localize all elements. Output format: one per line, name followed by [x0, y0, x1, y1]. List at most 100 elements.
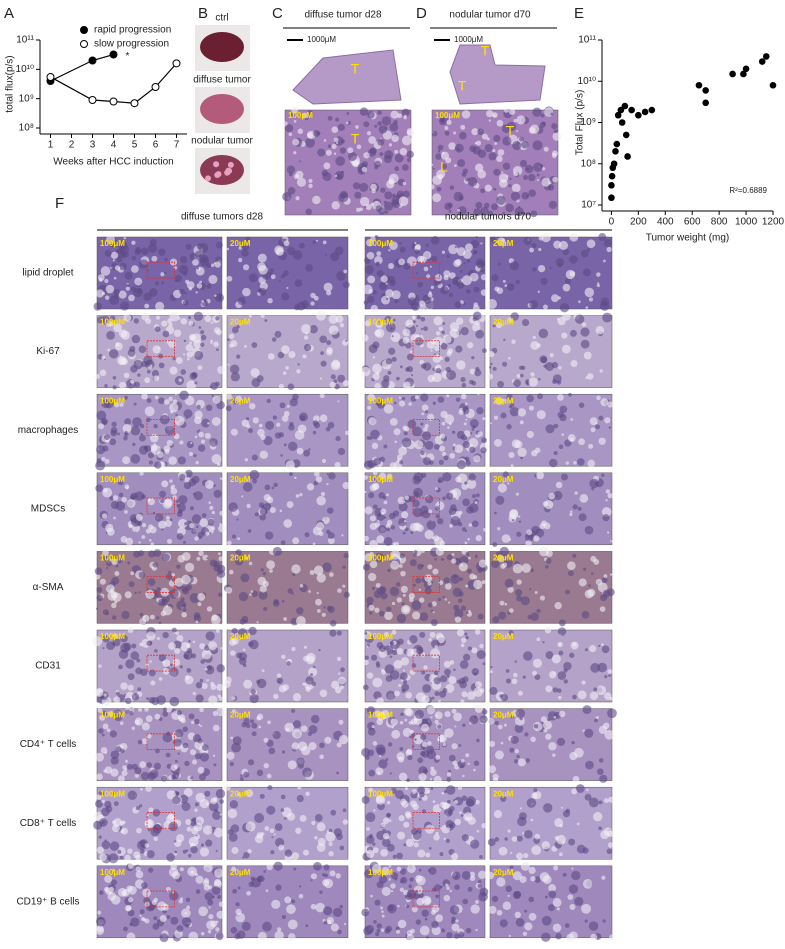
tissue-texture [194, 416, 202, 425]
tissue-texture [474, 501, 478, 505]
tissue-texture [112, 642, 116, 646]
tissue-texture [292, 250, 303, 261]
tissue-texture [532, 670, 538, 676]
tissue-texture [455, 317, 464, 325]
tissue-texture [569, 931, 578, 941]
tissue-texture [283, 270, 289, 277]
tissue-texture [153, 762, 161, 770]
tissue-texture [472, 323, 481, 332]
tissue-texture [267, 353, 275, 360]
tissue-texture [423, 266, 429, 272]
tissue-texture [217, 366, 226, 374]
tissue-texture [316, 843, 326, 852]
tissue-texture [393, 659, 403, 669]
tissue-texture [192, 691, 196, 696]
tissue-texture [307, 110, 313, 117]
tissue-texture [462, 898, 469, 905]
tissue-texture [231, 326, 239, 334]
tissue-texture [110, 315, 116, 321]
tissue-texture [549, 353, 554, 358]
tissue-texture [418, 797, 422, 801]
y-tick-label: 10⁹ [19, 93, 34, 104]
tissue-texture [273, 693, 279, 700]
scale-label: 100μM [368, 239, 393, 248]
tissue-texture [196, 404, 201, 409]
zoom-box [412, 654, 440, 672]
tissue-texture [292, 573, 296, 577]
tissue-texture [127, 848, 133, 854]
tissue-texture [453, 668, 456, 672]
tissue-texture [368, 417, 377, 426]
tissue-texture [194, 808, 198, 812]
tissue-texture [118, 664, 123, 670]
tissue-texture [466, 568, 472, 574]
tissue-texture [574, 491, 578, 495]
tissue-texture [338, 676, 347, 685]
tissue-texture [323, 606, 326, 609]
tissue-texture [398, 772, 408, 782]
tissue-texture [451, 553, 455, 557]
tissue-texture [152, 809, 161, 817]
tissue-texture [256, 769, 264, 777]
tissue-texture [272, 546, 282, 557]
tissue-texture [287, 383, 295, 391]
tissue-texture [451, 558, 457, 564]
x-tick-label: 6 [153, 140, 159, 151]
tissue-texture [148, 460, 153, 465]
tissue-texture [363, 659, 369, 666]
tissue-texture [290, 113, 294, 117]
tissue-texture [158, 677, 163, 681]
tissue-texture [369, 515, 376, 522]
tissue-texture [265, 889, 269, 892]
tissue-texture [96, 607, 99, 610]
tissue-texture [318, 531, 324, 537]
tissue-texture [101, 513, 108, 519]
tissue-texture [521, 192, 530, 200]
tissue-texture [589, 645, 597, 653]
tissue-texture [323, 139, 327, 142]
tissue-texture [427, 413, 435, 421]
tissue-texture [540, 113, 545, 118]
tissue-texture [533, 788, 538, 793]
tissue-texture [480, 447, 487, 454]
tissue-texture [460, 699, 465, 704]
tissue-texture [188, 333, 197, 342]
tissue-texture [511, 439, 521, 449]
tissue-texture [396, 929, 401, 934]
tissue-texture [538, 328, 549, 339]
tissue-texture [155, 301, 165, 311]
tissue-texture [519, 875, 527, 883]
tissue-texture [117, 356, 127, 366]
tissue-texture [428, 460, 434, 465]
tissue-texture [448, 244, 459, 255]
tissue-texture [536, 410, 546, 420]
tissue-texture [185, 923, 190, 928]
tissue-texture [559, 405, 568, 414]
data-point [614, 111, 622, 119]
tissue-texture [406, 128, 414, 136]
tissue-texture [369, 436, 373, 440]
tissue-texture [129, 383, 132, 386]
tissue-texture [170, 484, 176, 489]
tissue-texture [369, 871, 372, 874]
tissue-texture [499, 600, 505, 606]
tissue-texture [110, 756, 119, 765]
tissue-texture [418, 597, 425, 603]
tissue-texture [261, 669, 265, 673]
tissue-texture [525, 758, 530, 763]
tissue-texture [455, 919, 459, 923]
tissue-texture [186, 667, 192, 673]
tissue-texture [430, 236, 440, 245]
tissue-texture [387, 370, 392, 375]
tissue-texture [448, 422, 452, 426]
scale-label: 20μM [493, 396, 514, 405]
tissue-texture [109, 349, 119, 359]
tissue-texture [134, 591, 137, 595]
tissue-texture [191, 514, 202, 524]
tissue-texture [190, 845, 198, 854]
tissue-texture [310, 879, 313, 882]
tissue-texture [182, 742, 189, 749]
tissue-texture [498, 846, 508, 856]
tissue-texture [260, 568, 264, 572]
tissue-texture [414, 249, 420, 255]
